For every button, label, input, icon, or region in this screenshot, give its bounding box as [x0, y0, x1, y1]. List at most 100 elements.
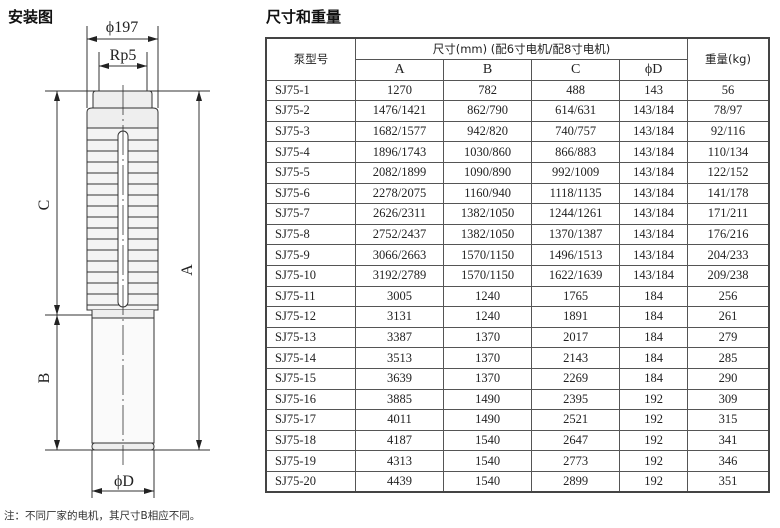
a-cell: 2082/1899 — [354, 161, 445, 184]
a-cell: 1896/1743 — [354, 141, 445, 163]
model-cell: SJ75-6 — [265, 182, 356, 205]
model-cell: SJ75-19 — [265, 450, 356, 472]
d-cell: 143/184 — [619, 203, 688, 225]
a-cell: 1476/1421 — [354, 100, 445, 122]
b-cell: 1160/940 — [443, 182, 533, 205]
weight-header: 重量(kg) — [687, 37, 770, 81]
c-cell: 614/631 — [531, 100, 621, 122]
model-cell: SJ75-7 — [265, 203, 356, 225]
c-cell: 2899 — [531, 470, 621, 493]
weight-cell: 78/97 — [687, 100, 770, 122]
a-cell: 4313 — [354, 450, 445, 472]
col-c-header: C — [531, 58, 621, 81]
c-cell: 2143 — [531, 347, 621, 369]
table-row: SJ75-5 2082/1899 1090/890 992/1009 143/184 12… — [265, 161, 770, 184]
dim-d-label: ϕD — [114, 473, 134, 490]
weight-cell: 256 — [687, 285, 770, 308]
a-cell: 4011 — [354, 409, 445, 431]
model-cell: SJ75-17 — [265, 409, 356, 431]
dimensions-header: 尺寸(mm) (配6寸电机/配8寸电机) — [355, 37, 688, 60]
c-cell: 2017 — [531, 326, 621, 349]
table-row: SJ75-9 3066/2663 1570/1150 1496/1513 143/184… — [265, 244, 770, 266]
c-cell: 488 — [531, 79, 621, 102]
model-cell: SJ75-10 — [265, 264, 356, 287]
d-cell: 143 — [619, 79, 688, 102]
d-cell: 192 — [619, 429, 688, 452]
c-cell: 2521 — [531, 409, 621, 431]
d-cell: 143/184 — [619, 244, 688, 266]
model-cell: SJ75-12 — [265, 306, 356, 328]
a-cell: 1682/1577 — [354, 120, 445, 143]
b-cell: 782 — [443, 79, 533, 102]
dim-c-label: C — [36, 200, 53, 211]
model-cell: SJ75-18 — [265, 429, 356, 452]
a-cell: 2278/2075 — [354, 182, 445, 205]
table-row: SJ75-15 3639 1370 2269 184 290 — [265, 367, 770, 390]
outer-diameter-label: ϕ197 — [106, 19, 138, 36]
c-cell: 1370/1387 — [531, 223, 621, 246]
table-row: SJ75-19 4313 1540 2773 192 346 — [265, 450, 770, 472]
model-cell: SJ75-13 — [265, 326, 356, 349]
weight-cell: 92/116 — [687, 120, 770, 143]
weight-cell: 261 — [687, 306, 770, 328]
b-cell: 1570/1150 — [443, 264, 533, 287]
a-cell: 3131 — [354, 306, 445, 328]
c-cell: 992/1009 — [531, 161, 621, 184]
pump-installation-drawing: ϕ197 Rp5 C B A ϕD — [36, 19, 210, 498]
model-cell: SJ75-14 — [265, 347, 356, 369]
table-row: SJ75-3 1682/1577 942/820 740/757 143/184 92/1… — [265, 120, 770, 143]
d-cell: 184 — [619, 285, 688, 308]
d-cell: 184 — [619, 306, 688, 328]
b-cell: 1370 — [443, 326, 533, 349]
a-cell: 3192/2789 — [354, 264, 445, 287]
c-cell: 1118/1135 — [531, 182, 621, 205]
weight-cell: 122/152 — [687, 161, 770, 184]
c-cell: 866/883 — [531, 141, 621, 163]
table-row: SJ75-8 2752/2437 1382/1050 1370/1387 143/184… — [265, 223, 770, 246]
model-header: 泵型号 — [265, 37, 356, 81]
table-row: SJ75-7 2626/2311 1382/1050 1244/1261 143/184… — [265, 203, 770, 225]
b-cell: 1240 — [443, 306, 533, 328]
b-cell: 862/790 — [443, 100, 533, 122]
b-cell: 1370 — [443, 347, 533, 369]
model-cell: SJ75-3 — [265, 120, 356, 143]
model-cell: SJ75-5 — [265, 161, 356, 184]
d-cell: 143/184 — [619, 223, 688, 246]
b-cell: 1382/1050 — [443, 203, 533, 225]
model-cell: SJ75-20 — [265, 470, 356, 493]
weight-cell: 176/216 — [687, 223, 770, 246]
a-cell: 2752/2437 — [354, 223, 445, 246]
c-cell: 1891 — [531, 306, 621, 328]
c-cell: 2269 — [531, 367, 621, 390]
b-cell: 1382/1050 — [443, 223, 533, 246]
table-row: SJ75-20 4439 1540 2899 192 351 — [265, 470, 770, 493]
a-cell: 1270 — [354, 79, 445, 102]
b-cell: 1490 — [443, 388, 533, 411]
weight-cell: 56 — [687, 79, 770, 102]
table-row: SJ75-14 3513 1370 2143 184 285 — [265, 347, 770, 369]
weight-cell: 209/238 — [687, 264, 770, 287]
a-cell: 3639 — [354, 367, 445, 390]
dim-b-label: B — [36, 373, 53, 384]
table-row: SJ75-4 1896/1743 1030/860 866/883 143/184 110… — [265, 141, 770, 163]
b-cell: 1570/1150 — [443, 244, 533, 266]
b-cell: 1240 — [443, 285, 533, 308]
weight-cell: 141/178 — [687, 182, 770, 205]
d-cell: 192 — [619, 450, 688, 472]
model-cell: SJ75-1 — [265, 79, 356, 102]
weight-cell: 351 — [687, 470, 770, 493]
d-cell: 143/184 — [619, 182, 688, 205]
weight-cell: 346 — [687, 450, 770, 472]
weight-cell: 341 — [687, 429, 770, 452]
a-cell: 2626/2311 — [354, 203, 445, 225]
model-cell: SJ75-11 — [265, 285, 356, 308]
d-cell: 184 — [619, 347, 688, 369]
c-cell: 1622/1639 — [531, 264, 621, 287]
table-row: SJ75-13 3387 1370 2017 184 279 — [265, 326, 770, 349]
d-cell: 143/184 — [619, 100, 688, 122]
a-cell: 3387 — [354, 326, 445, 349]
b-cell: 1030/860 — [443, 141, 533, 163]
d-cell: 143/184 — [619, 161, 688, 184]
d-cell: 184 — [619, 326, 688, 349]
model-cell: SJ75-16 — [265, 388, 356, 411]
